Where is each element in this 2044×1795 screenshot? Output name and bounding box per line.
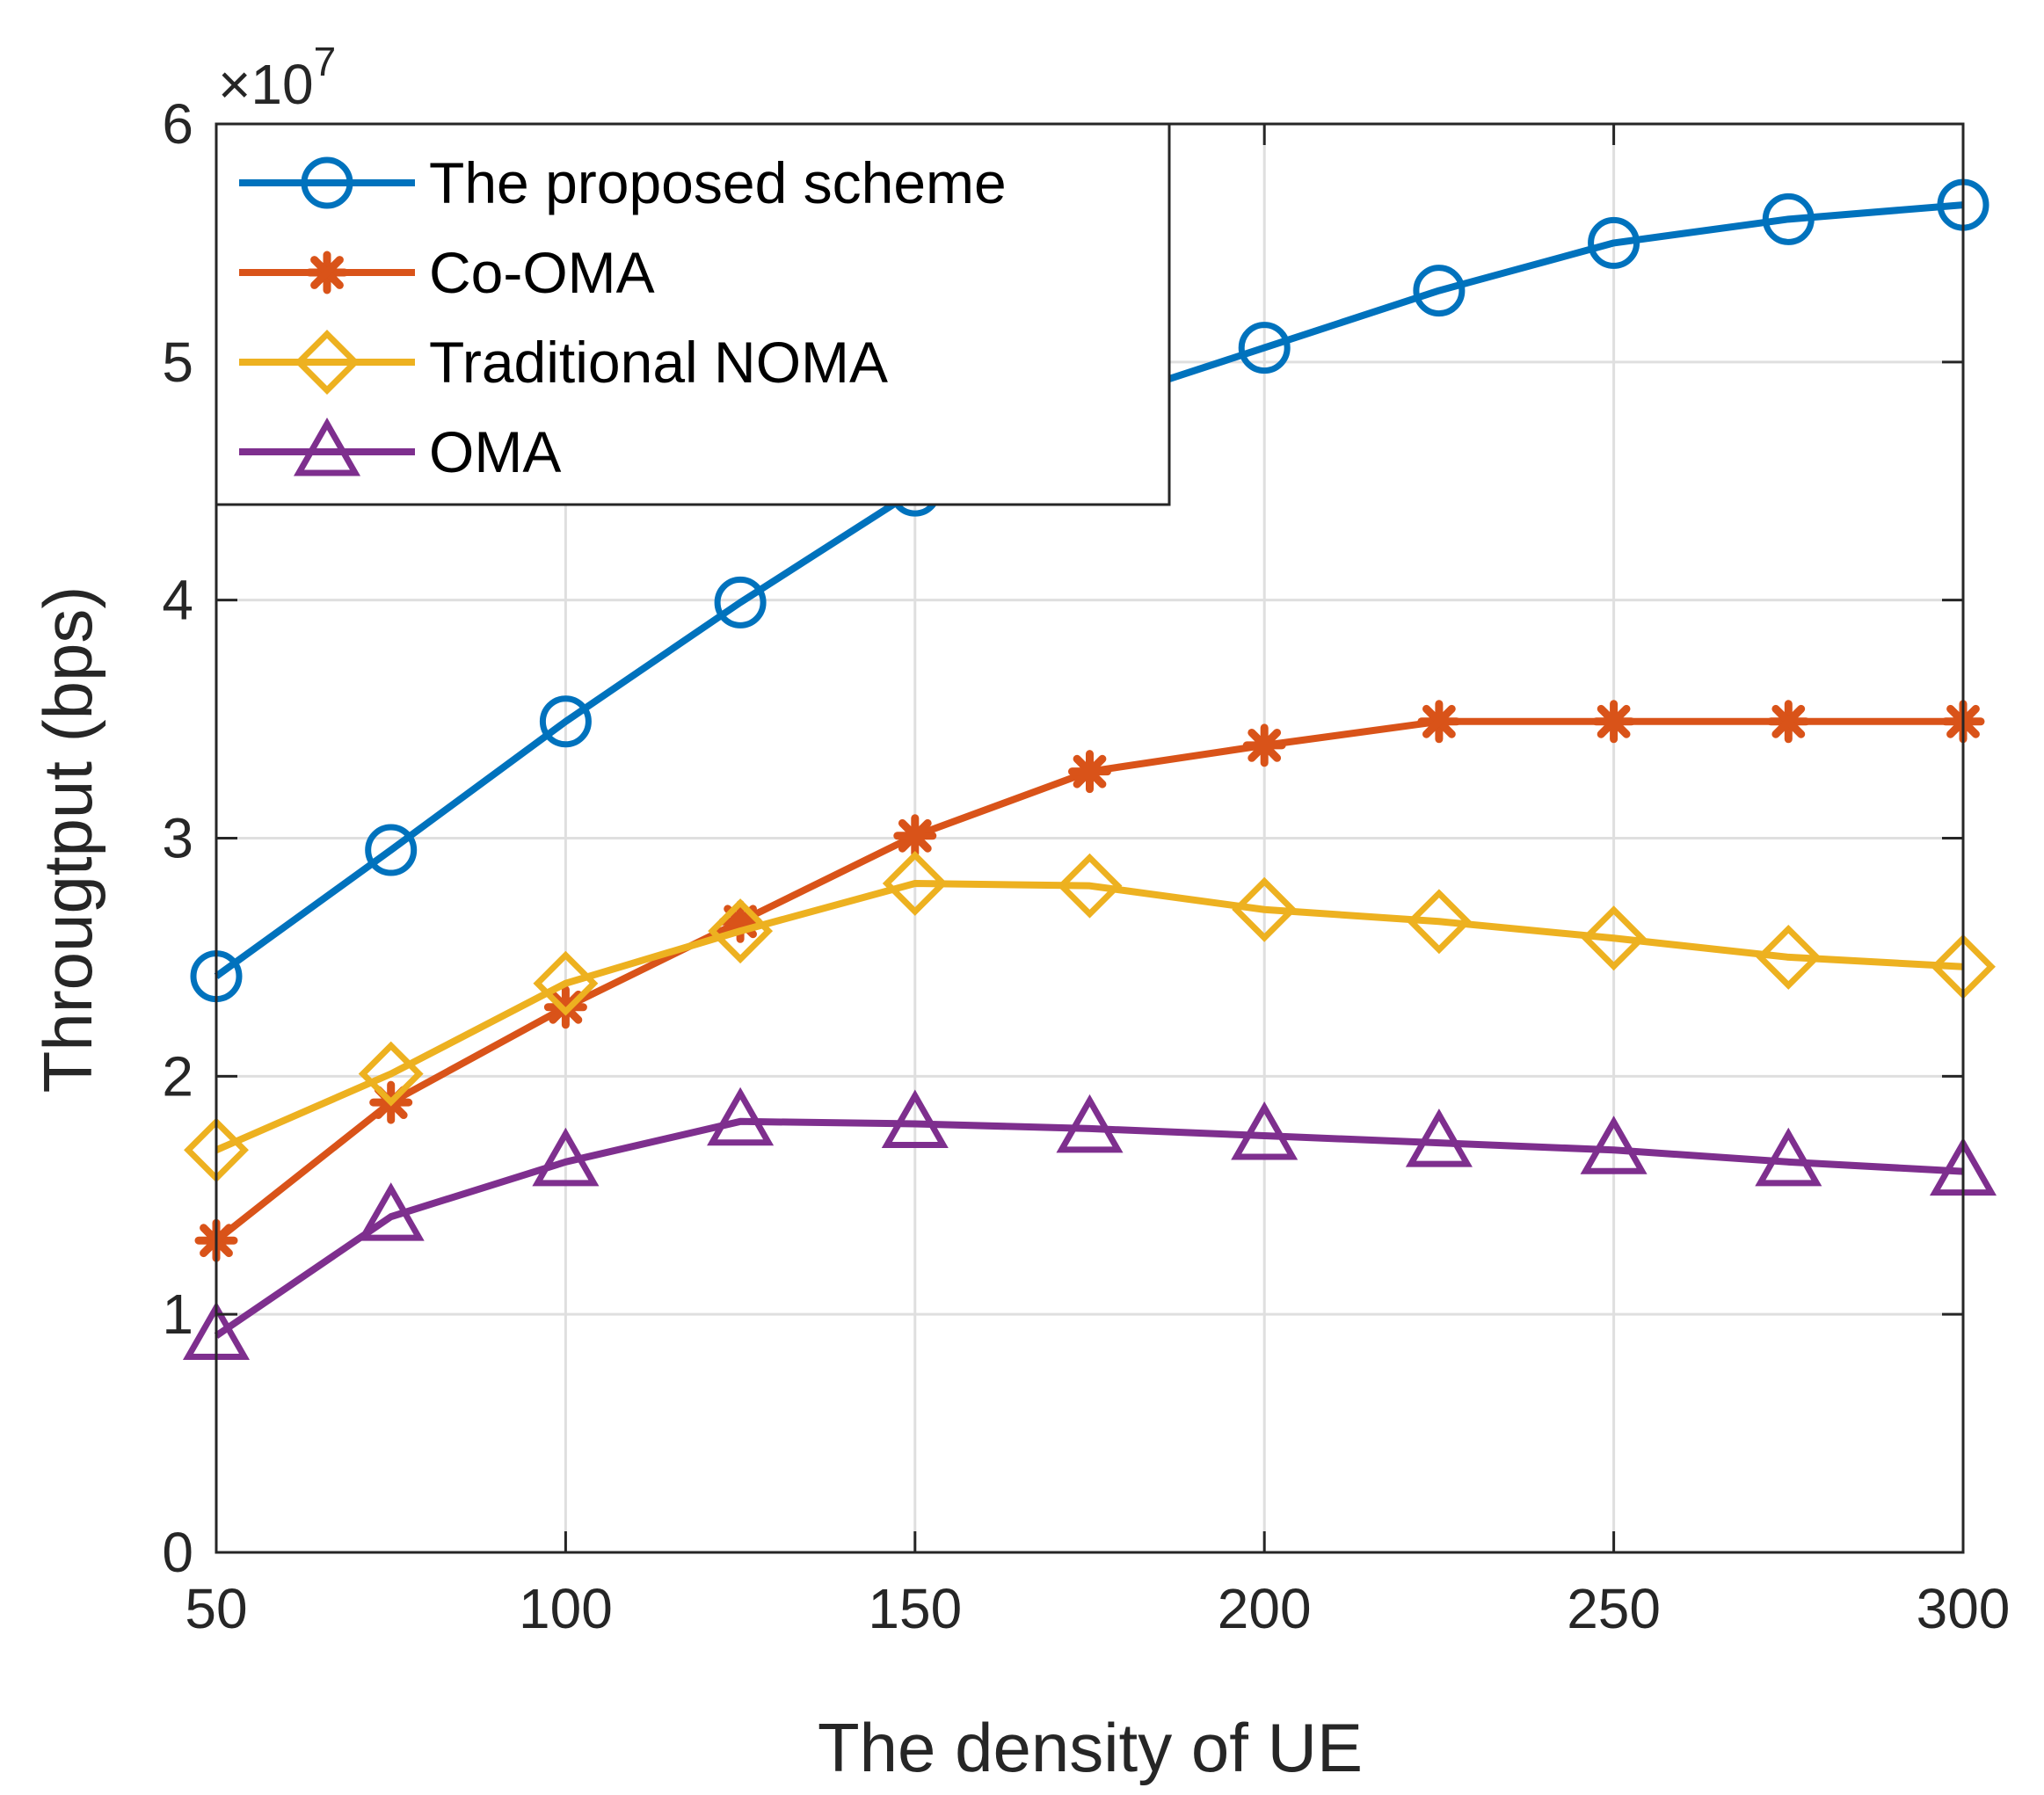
data-point-diamond xyxy=(1232,876,1298,942)
data-point-circle xyxy=(1762,193,1815,245)
y-tick-label: 0 xyxy=(162,1521,193,1584)
legend-label: OMA xyxy=(429,419,561,484)
data-point-diamond xyxy=(533,950,599,1016)
x-axis-label: The density of UE xyxy=(818,1709,1363,1786)
data-point-asterisk xyxy=(1766,700,1810,744)
data-point-asterisk xyxy=(1417,700,1461,744)
data-point-triangle xyxy=(1580,1116,1648,1174)
data-point-triangle xyxy=(1231,1101,1298,1160)
legend-marker-diamond xyxy=(295,330,360,395)
y-exponent-label: ×107 xyxy=(218,39,336,116)
data-point-circle xyxy=(1238,322,1291,374)
legend-label: Traditional NOMA xyxy=(429,330,888,395)
x-tick-label: 150 xyxy=(868,1577,962,1640)
data-point-circle xyxy=(1588,216,1640,269)
data-point-triangle xyxy=(881,1089,949,1148)
data-point-asterisk xyxy=(1068,750,1111,794)
legend-marker-asterisk xyxy=(305,251,349,294)
data-point-circle xyxy=(714,576,767,629)
data-point-diamond xyxy=(1406,889,1472,955)
y-tick-label: 4 xyxy=(162,569,193,632)
data-point-asterisk xyxy=(893,814,937,858)
x-tick-label: 50 xyxy=(185,1577,247,1640)
data-point-triangle xyxy=(1056,1094,1124,1153)
legend-box xyxy=(215,122,1171,506)
data-point-diamond xyxy=(882,851,948,916)
y-tick-label: 2 xyxy=(162,1044,193,1108)
data-point-asterisk xyxy=(1242,723,1286,767)
data-point-circle xyxy=(1413,265,1466,317)
x-tick-label: 250 xyxy=(1567,1577,1661,1640)
series-line-triangle xyxy=(214,1117,1964,1339)
data-point-triangle xyxy=(707,1086,775,1146)
legend-label: The proposed scheme xyxy=(429,150,1007,215)
data-point-triangle xyxy=(532,1127,600,1187)
data-point-diamond xyxy=(358,1041,424,1107)
data-point-diamond xyxy=(1756,924,1822,990)
legend-label: Co-OMA xyxy=(429,240,655,305)
data-point-diamond xyxy=(1057,853,1123,919)
legend-marker-triangle xyxy=(293,417,361,476)
data-point-triangle xyxy=(1405,1108,1473,1167)
y-tick-label: 5 xyxy=(162,331,193,394)
data-point-triangle xyxy=(1755,1127,1822,1187)
series-line-diamond xyxy=(215,879,1964,1153)
data-point-diamond xyxy=(708,898,774,964)
x-tick-label: 200 xyxy=(1218,1577,1312,1640)
data-point-asterisk xyxy=(1592,700,1636,744)
x-tick-label: 100 xyxy=(519,1577,613,1640)
y-axis-label: Througtput (bps) xyxy=(29,586,106,1094)
y-tick-label: 6 xyxy=(162,92,193,156)
data-point-circle xyxy=(365,824,418,876)
legend-marker-circle xyxy=(301,156,353,209)
x-tick-label: 300 xyxy=(1917,1577,2011,1640)
legend: The proposed scheme Co-OMA Traditional NOM… xyxy=(215,122,1171,506)
data-point-circle xyxy=(539,695,592,748)
y-tick-label: 1 xyxy=(162,1283,193,1346)
data-point-triangle xyxy=(357,1182,425,1241)
data-point-diamond xyxy=(1581,905,1647,971)
y-tick-label: 3 xyxy=(162,807,193,870)
